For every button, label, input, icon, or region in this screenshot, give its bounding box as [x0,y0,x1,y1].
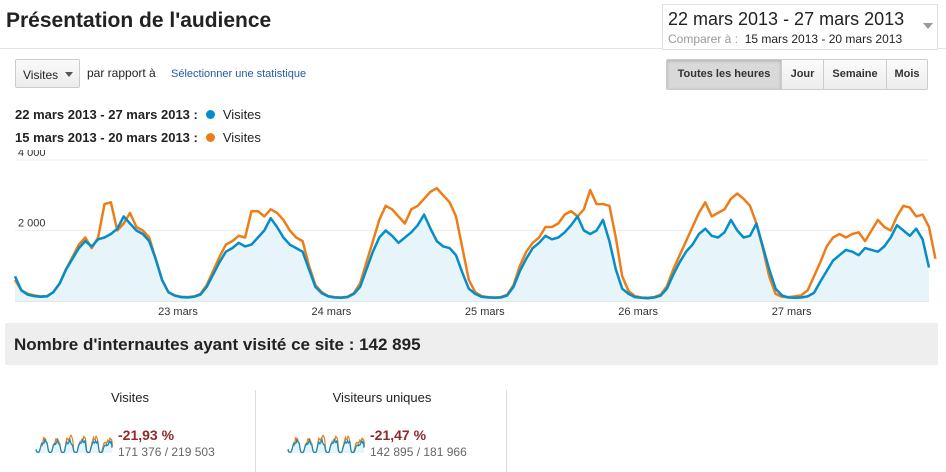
date-range-picker[interactable]: 22 mars 2013 - 27 mars 2013 Comparer à :… [662,4,938,50]
compare-to-text: par rapport à [87,66,156,80]
legend-dot-orange [205,133,215,142]
sparkline-unique-visitors [287,434,366,454]
month-button[interactable]: Mois [886,60,927,89]
select-statistic-link[interactable]: Sélectionner une statistique [171,68,307,80]
sparkline-current [35,437,113,454]
summary-bar: Nombre d'internautes ayant visité ce sit… [5,323,938,365]
metric-change: -21,93 % [118,427,175,443]
metric-card-unique-visitors[interactable]: Visiteurs uniques -21,47 % 142 895 / 181… [257,390,507,472]
compare-label: Comparer à : [668,32,739,46]
series-line-current [13,213,931,300]
metric-dropdown-label: Visites [23,68,59,82]
x-tick-label: 25 mars [465,306,505,318]
y-axis-labels: 4 000 2 000 [18,150,46,230]
metric-values: 171 376 / 219 503 [118,445,215,459]
series-area-current [15,214,929,301]
legend-row-current: 22 mars 2013 - 27 mars 2013 : Visites [15,107,261,122]
week-button[interactable]: Semaine [823,60,886,89]
metric-change: -21,47 % [370,427,427,443]
metric-dropdown[interactable]: Visites [15,59,80,88]
metric-card-visits[interactable]: Visites -21,93 % 171 376 / 219 503 [5,390,255,472]
legend-range-current: 22 mars 2013 - 27 mars 2013 : [15,107,198,122]
sparkline-current [287,437,365,454]
compare-range: 15 mars 2013 - 20 mars 2013 [744,32,903,46]
day-button[interactable]: Jour [781,60,823,89]
metric-card-title: Visiteurs uniques [332,390,432,405]
legend-series-current: Visites [222,107,261,122]
legend-row-previous: 15 mars 2013 - 20 mars 2013 : Visites [15,130,261,145]
date-range-text: 22 mars 2013 - 27 mars 2013 [668,9,905,29]
y-tick-label: 2 000 [18,218,46,230]
legend-series-previous: Visites [222,130,261,145]
hourly-button[interactable]: Toutes les heures [667,60,781,89]
metric-card-title: Visites [110,390,150,405]
card-divider [255,390,256,472]
metric-values: 142 895 / 181 966 [370,445,467,459]
legend-dot-blue [205,110,215,119]
chevron-down-icon[interactable] [923,23,933,29]
x-tick-label: 27 mars [772,306,812,318]
page-title: Présentation de l'audience [6,9,272,32]
x-tick-label: 26 mars [618,306,658,318]
chevron-down-icon [65,72,73,77]
unique-visitors-summary: Nombre d'internautes ayant visité ce sit… [14,335,421,354]
compare-range-text: Comparer à : 15 mars 2013 - 20 mars 2013 [668,32,902,46]
sparkline-visits [35,434,114,454]
x-tick-label: 24 mars [312,306,352,318]
x-tick-label: 23 mars [158,306,198,318]
granularity-toggle: Toutes les heures Jour Semaine Mois [666,59,928,90]
card-divider [506,390,507,472]
legend-range-previous: 15 mars 2013 - 20 mars 2013 : [15,130,198,145]
y-tick-label: 4 000 [18,150,46,159]
x-axis-labels: 23 mars 24 mars 25 mars 26 mars 27 mars [158,306,812,318]
header-divider [0,48,946,49]
